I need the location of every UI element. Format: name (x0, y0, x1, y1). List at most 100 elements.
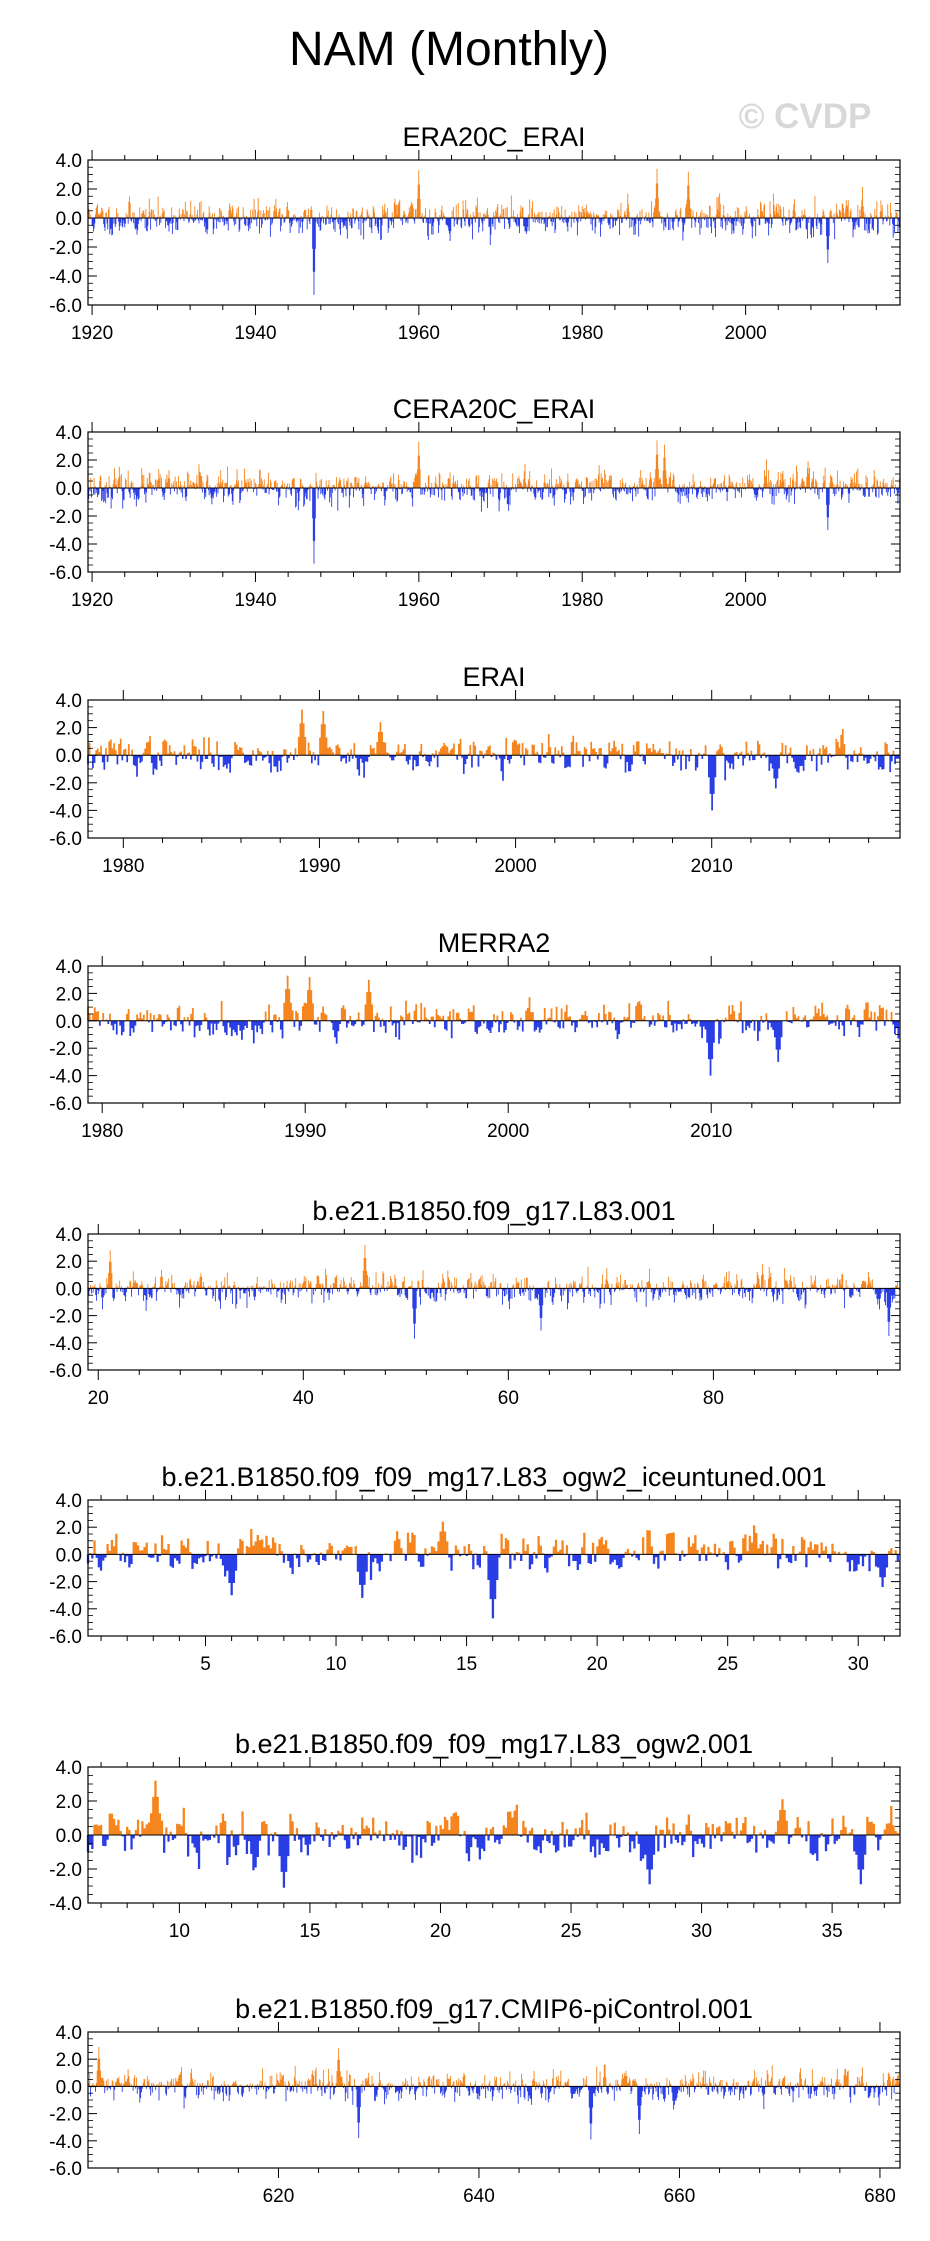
x-tick-label: 20 (430, 1921, 451, 1942)
cvdp-watermark: © CVDP (739, 97, 872, 136)
negative-anomaly-series (90, 2086, 895, 2140)
y-tick-label: 4.0 (56, 2023, 82, 2044)
y-tick-label: -4.0 (49, 1334, 82, 1355)
positive-anomaly-series (90, 440, 900, 488)
negative-anomaly-series (87, 755, 900, 811)
chart-panel: MERRA2 4.0 2.0 0.0 -2.0 -4.0 -6.0 1980 1990 2000 2… (49, 928, 901, 1142)
negative-anomaly-series (88, 1288, 900, 1339)
x-tick-label: 30 (691, 1921, 712, 1942)
y-tick-label: 4.0 (56, 423, 82, 444)
negative-anomaly-series (86, 1835, 884, 1888)
y-tick-label: -6.0 (49, 829, 82, 850)
x-tick-label: 660 (664, 2186, 696, 2207)
chart-panels: ERA20C_ERAI 4.0 2.0 0.0 -2.0 -4.0 -6.0 1920 1940… (49, 122, 901, 2207)
positive-anomaly-series (88, 168, 898, 218)
x-tick-label: 1980 (561, 323, 603, 344)
y-tick-label: 4.0 (56, 957, 82, 978)
x-tick-label: 1940 (234, 590, 276, 611)
y-tick-label: -6.0 (49, 1361, 82, 1382)
x-tick-label: 1920 (71, 323, 113, 344)
positive-anomaly-series (87, 1244, 899, 1289)
y-tick-label: 4.0 (56, 691, 82, 712)
x-tick-label: 1990 (298, 856, 340, 877)
x-tick-label: 10 (169, 1921, 190, 1942)
x-tick-label: 80 (703, 1388, 724, 1409)
x-tick-label: 2010 (690, 1121, 732, 1142)
x-tick-label: 640 (463, 2186, 495, 2207)
chart-panel: b.e21.B1850.f09_g17.CMIP6-piControl.001 4… (49, 1994, 901, 2207)
x-tick-label: 1980 (81, 1121, 123, 1142)
y-tick-label: -4.0 (49, 267, 82, 288)
y-tick-label: -4.0 (49, 801, 82, 822)
x-tick-label: 10 (325, 1654, 346, 1675)
x-tick-label: 2000 (487, 1121, 529, 1142)
y-tick-label: -4.0 (49, 1067, 82, 1088)
x-tick-label: 2010 (691, 856, 733, 877)
chart-panel: ERA20C_ERAI 4.0 2.0 0.0 -2.0 -4.0 -6.0 1920 1940… (49, 122, 901, 344)
x-tick-label: 620 (263, 2186, 295, 2207)
x-tick-label: 1980 (102, 856, 144, 877)
y-tick-label: -2.0 (49, 507, 82, 528)
y-tick-label: -2.0 (49, 1860, 82, 1881)
y-tick-label: 2.0 (56, 1252, 82, 1273)
plot-frame (87, 431, 901, 573)
y-tick-label: -4.0 (49, 2132, 82, 2153)
chart-panel: b.e21.B1850.f09_f09_mg17.L83_ogw2_iceunt… (49, 1462, 901, 1675)
chart-panel: b.e21.B1850.f09_g17.L83.001 4.0 2.0 0.0 -2.0… (49, 1196, 901, 1409)
y-tick-label: 4.0 (56, 1758, 82, 1779)
y-tick-label: 4.0 (56, 1225, 82, 1246)
x-tick-label: 2000 (494, 856, 536, 877)
x-tick-label: 1980 (561, 590, 603, 611)
negative-anomaly-series (86, 1554, 899, 1619)
y-tick-label: 0.0 (56, 479, 82, 500)
panel-title: b.e21.B1850.f09_f09_mg17.L83_ogw2_iceunt… (161, 1462, 826, 1492)
x-tick-label: 1940 (234, 323, 276, 344)
y-tick-label: -2.0 (49, 238, 82, 259)
chart-panel: b.e21.B1850.f09_f09_mg17.L83_ogw2.001 4.0… (49, 1729, 901, 1942)
y-tick-label: -6.0 (49, 2159, 82, 2180)
x-tick-label: 40 (293, 1388, 314, 1409)
y-tick-label: -4.0 (49, 535, 82, 556)
x-tick-label: 2000 (724, 323, 766, 344)
x-tick-label: 1920 (71, 590, 113, 611)
y-tick-label: -2.0 (49, 1307, 82, 1328)
x-tick-label: 680 (864, 2186, 896, 2207)
figure-title: NAM (Monthly) (289, 23, 609, 76)
positive-anomaly-series (88, 709, 895, 756)
negative-anomaly-series (98, 1020, 900, 1076)
y-tick-label: 2.0 (56, 1792, 82, 1813)
panel-title: ERAI (462, 662, 525, 692)
x-tick-label: 25 (560, 1921, 581, 1942)
x-tick-label: 15 (299, 1921, 320, 1942)
plot-frame (87, 159, 901, 306)
positive-anomaly-series (87, 2046, 900, 2087)
y-tick-label: 0.0 (56, 2077, 82, 2098)
x-tick-label: 30 (848, 1654, 869, 1675)
plot-frame (87, 2031, 901, 2169)
y-tick-label: -2.0 (49, 1573, 82, 1594)
panel-title: b.e21.B1850.f09_g17.L83.001 (312, 1196, 675, 1226)
x-tick-label: 25 (717, 1654, 738, 1675)
negative-anomaly-series (87, 218, 900, 295)
positive-anomaly-series (87, 975, 893, 1021)
x-tick-label: 15 (456, 1654, 477, 1675)
positive-anomaly-series (89, 1521, 897, 1555)
x-tick-label: 35 (822, 1921, 843, 1942)
x-tick-label: 2000 (724, 590, 766, 611)
positive-anomaly-series (93, 1780, 899, 1835)
y-tick-label: 2.0 (56, 451, 82, 472)
y-tick-label: -6.0 (49, 563, 82, 584)
y-tick-label: -6.0 (49, 296, 82, 317)
y-tick-label: -6.0 (49, 1627, 82, 1648)
y-tick-label: -4.0 (49, 1600, 82, 1621)
y-tick-label: 0.0 (56, 1279, 82, 1300)
x-tick-label: 1990 (284, 1121, 326, 1142)
y-tick-label: -2.0 (49, 774, 82, 795)
x-tick-label: 1960 (398, 590, 440, 611)
y-tick-label: 2.0 (56, 1518, 82, 1539)
y-tick-label: 2.0 (56, 984, 82, 1005)
y-tick-label: 0.0 (56, 1012, 82, 1033)
panel-title: MERRA2 (438, 928, 551, 958)
panel-title: ERA20C_ERAI (402, 122, 585, 152)
